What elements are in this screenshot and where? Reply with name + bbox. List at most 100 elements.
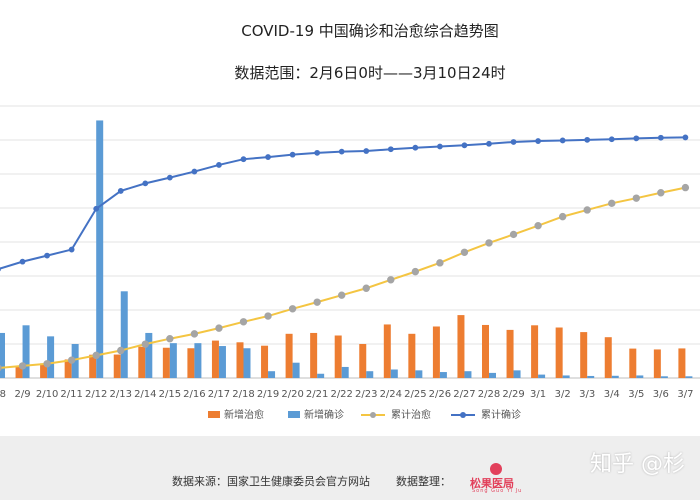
- x-tick-label: 2/9: [15, 389, 31, 400]
- point-cumulative-confirmed: [387, 146, 394, 153]
- x-tick-label: 3/6: [653, 389, 669, 400]
- point-cumulative-recovered: [558, 212, 567, 221]
- point-cumulative-recovered: [190, 330, 199, 338]
- bar-new-confirmed: [611, 375, 619, 378]
- point-cumulative-recovered: [313, 298, 321, 306]
- bar-new-recovered: [162, 347, 170, 378]
- point-cumulative-recovered: [583, 206, 591, 214]
- point-cumulative-confirmed: [314, 149, 321, 156]
- point-cumulative-confirmed: [19, 258, 26, 265]
- bar-new-recovered: [334, 335, 342, 378]
- bar-new-recovered: [629, 348, 637, 378]
- x-tick-label: 3/4: [604, 389, 620, 400]
- bar-new-recovered: [64, 359, 72, 378]
- point-cumulative-recovered: [239, 318, 248, 326]
- bar-new-recovered: [383, 324, 391, 378]
- bar-new-recovered: [432, 326, 440, 378]
- point-cumulative-recovered: [264, 312, 272, 320]
- x-tick-label: 3/5: [628, 389, 644, 400]
- chart-subtitle: 数据范围：2月6日0时——3月10日24时: [234, 64, 505, 82]
- footer-organizer: 数据整理：: [396, 475, 451, 488]
- point-cumulative-confirmed: [338, 148, 345, 155]
- legend-label: 累计治愈: [391, 408, 431, 421]
- x-tick-label: 2/16: [183, 389, 205, 400]
- bar-new-confirmed: [439, 372, 447, 378]
- bar-new-recovered: [506, 329, 514, 378]
- bar-new-confirmed: [317, 373, 325, 378]
- point-cumulative-recovered: [67, 356, 76, 364]
- point-cumulative-recovered: [0, 364, 2, 372]
- lines: [0, 134, 690, 372]
- point-cumulative-recovered: [436, 259, 444, 267]
- point-cumulative-confirmed: [657, 134, 664, 141]
- point-cumulative-confirmed: [166, 174, 173, 181]
- point-cumulative-confirmed: [535, 138, 541, 144]
- x-tick-label: 3/1: [530, 389, 546, 400]
- point-cumulative-recovered: [509, 230, 518, 239]
- x-tick-label: 2/28: [478, 389, 500, 400]
- point-cumulative-confirmed: [265, 154, 271, 160]
- point-cumulative-recovered: [362, 284, 370, 292]
- x-tick-label: 2/22: [330, 389, 352, 400]
- point-cumulative-confirmed: [240, 156, 247, 163]
- point-cumulative-recovered: [485, 239, 493, 247]
- bar-new-confirmed: [587, 375, 595, 378]
- point-cumulative-recovered: [215, 324, 223, 332]
- watermark: 知乎 @杉: [590, 452, 685, 477]
- point-cumulative-recovered: [411, 267, 420, 276]
- x-tick-label: 2/11: [60, 389, 82, 400]
- point-cumulative-recovered: [534, 221, 542, 230]
- bar-new-recovered: [580, 332, 588, 378]
- logo-mark-icon: [490, 463, 502, 475]
- bar-new-recovered: [482, 324, 489, 378]
- logo-text: 松果医局: [470, 477, 514, 490]
- point-cumulative-confirmed: [633, 135, 640, 142]
- point-cumulative-confirmed: [584, 136, 591, 143]
- gridlines: [0, 105, 700, 379]
- bar-new-confirmed: [47, 336, 55, 378]
- bar-new-recovered: [555, 327, 563, 378]
- point-cumulative-recovered: [166, 335, 174, 343]
- point-cumulative-confirmed: [461, 142, 468, 149]
- point-cumulative-confirmed: [44, 252, 50, 259]
- bar-new-confirmed: [22, 325, 30, 378]
- legend-item: 累计治愈: [361, 408, 431, 421]
- x-tick-label: 2/17: [208, 389, 230, 400]
- bar-new-recovered: [285, 333, 293, 378]
- bar-new-recovered: [261, 345, 269, 378]
- point-cumulative-recovered: [117, 346, 125, 355]
- chart-title: COVID-19 中国确诊和治愈综合趋势图: [241, 22, 499, 40]
- songguo-logo: 松果医局 Song Guo Yi Ju: [470, 463, 534, 494]
- point-cumulative-confirmed: [486, 140, 492, 147]
- point-cumulative-confirmed: [437, 143, 443, 150]
- x-tick-label: 2/21: [306, 389, 328, 400]
- legend-label: 新增治愈: [224, 408, 264, 421]
- legend-marker: [460, 412, 466, 418]
- bar-new-recovered: [40, 363, 48, 378]
- point-cumulative-recovered: [608, 199, 616, 208]
- bar-new-confirmed: [513, 370, 521, 378]
- x-tick-label: 2/20: [281, 389, 303, 400]
- bar-new-confirmed: [169, 343, 177, 378]
- x-tick-label: 2/23: [355, 389, 377, 400]
- point-cumulative-confirmed: [142, 180, 149, 187]
- legend-marker: [370, 412, 376, 418]
- point-cumulative-confirmed: [191, 168, 198, 175]
- legend-item: 新增确诊: [288, 408, 344, 421]
- legend-swatch: [208, 411, 220, 418]
- footer-source-line: 数据来源：国家卫生健康委员会官方网站 数据整理：: [172, 473, 477, 489]
- x-tick-label: 3/2: [555, 389, 571, 400]
- bar-new-confirmed: [292, 362, 300, 378]
- x-tick-labels: 2/82/92/102/112/122/132/142/152/162/172/…: [0, 389, 693, 400]
- x-tick-label: 2/10: [36, 389, 58, 400]
- bar-new-confirmed: [0, 332, 5, 378]
- point-cumulative-confirmed: [510, 139, 517, 145]
- bar-new-recovered: [678, 348, 686, 378]
- bar-new-confirmed: [120, 291, 128, 378]
- point-cumulative-confirmed: [289, 151, 296, 158]
- bar-new-recovered: [310, 332, 318, 378]
- x-tick-label: 2/29: [502, 389, 524, 400]
- legend: 新增治愈 新增确诊 累计治愈 累计确诊: [208, 408, 521, 421]
- bar-new-recovered: [113, 354, 121, 378]
